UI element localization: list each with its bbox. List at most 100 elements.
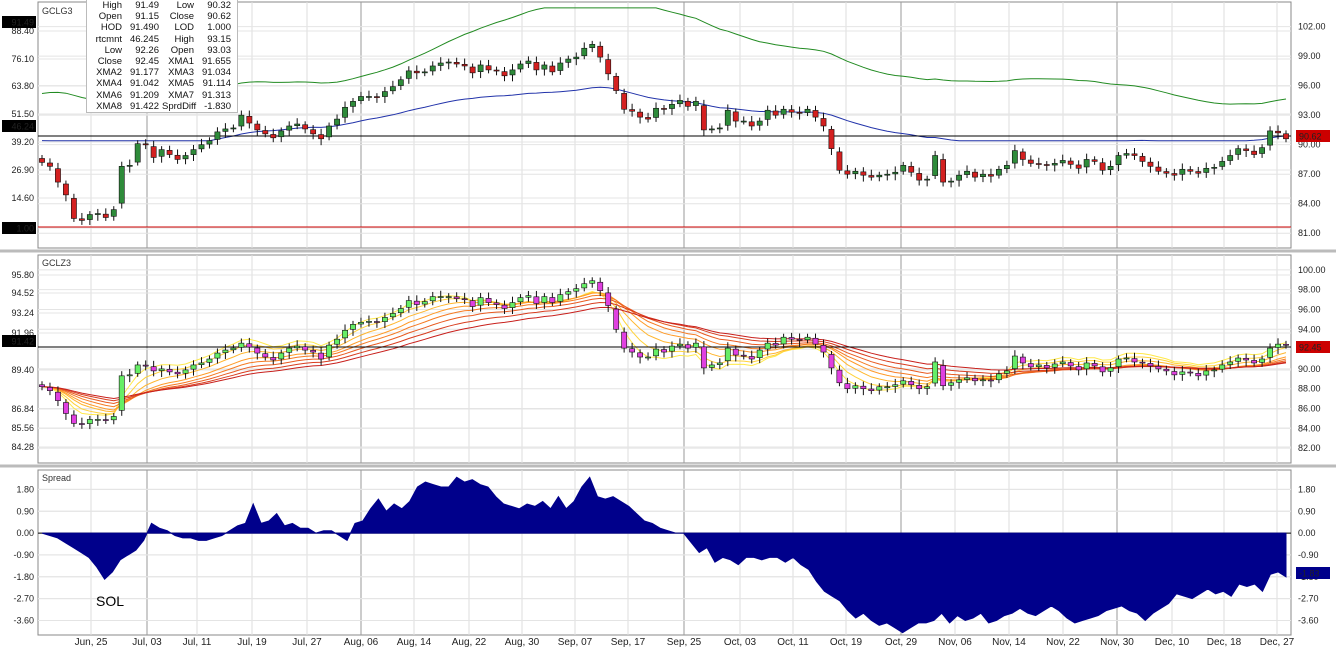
candle-body: [1147, 161, 1154, 167]
candle-body: [150, 366, 157, 372]
candle-body: [63, 402, 69, 414]
candle-body: [629, 109, 636, 112]
candle-body: [605, 292, 612, 306]
right-tick-label: 1.80: [1298, 484, 1316, 494]
candle-body: [78, 218, 85, 221]
candle-body: [764, 342, 771, 350]
badge-right-p1: 90.62: [1299, 132, 1322, 142]
candle-body: [1267, 347, 1273, 358]
candle-body: [820, 118, 827, 127]
left-tick-label: -2.70: [13, 594, 34, 604]
candle-body: [908, 381, 915, 386]
candle-body: [126, 374, 133, 377]
candle-body: [613, 308, 620, 330]
candle-body: [421, 301, 428, 305]
candle-body: [1011, 150, 1018, 164]
candle-body: [1139, 361, 1146, 364]
candle-body: [517, 297, 524, 303]
right-tick-label: -3.60: [1298, 615, 1319, 625]
candle-body: [533, 62, 540, 71]
candle-body: [1123, 153, 1130, 156]
candle-body: [1163, 368, 1170, 372]
right-tick-label: 86.00: [1298, 404, 1321, 414]
candle-body: [78, 423, 85, 425]
candle-body: [932, 155, 939, 176]
right-tick-label: 0.00: [1298, 528, 1316, 538]
candle-body: [302, 124, 309, 130]
candle-body: [118, 166, 125, 204]
candle-body: [892, 384, 899, 387]
candle-body: [302, 346, 309, 351]
x-tick-label: Aug, 22: [452, 637, 487, 648]
right-tick-label: 98.00: [1298, 285, 1321, 295]
x-tick-label: Nov, 14: [992, 637, 1026, 648]
candle-body: [996, 168, 1002, 176]
candle-body: [238, 114, 245, 127]
candle-body: [772, 343, 779, 346]
right-tick-label: -2.70: [1298, 594, 1319, 604]
candle-body: [110, 416, 117, 421]
candle-body: [756, 349, 763, 358]
candle-body: [621, 331, 628, 349]
candle-body: [493, 302, 500, 305]
candle-body: [381, 317, 388, 322]
candle-body: [39, 158, 45, 163]
candle-body: [485, 298, 492, 303]
candle-body: [916, 173, 923, 181]
candle-body: [126, 165, 133, 167]
candle-body: [55, 168, 61, 183]
spread-area: [38, 476, 1291, 634]
candle-body: [310, 350, 317, 353]
panel1-frame: [37, 1, 1292, 249]
left-tick-label: 94.52: [11, 288, 34, 298]
x-tick-label: Oct, 29: [885, 637, 918, 648]
info-value: 93.03: [207, 44, 231, 56]
candle-body: [278, 352, 285, 360]
candle-body: [270, 134, 277, 139]
x-tick-label: Sep, 07: [558, 637, 593, 648]
candle-body: [318, 352, 325, 360]
candle-body: [334, 338, 340, 345]
candle-body: [836, 369, 843, 384]
candle-body: [589, 280, 596, 284]
x-tick-label: Aug, 14: [397, 637, 432, 648]
x-tick-label: Jul, 27: [292, 637, 322, 648]
candle-body: [429, 296, 436, 302]
candle-body: [110, 209, 117, 217]
candle-body: [669, 345, 675, 352]
candle-body: [565, 291, 572, 295]
candle-body: [1075, 366, 1082, 371]
candle-body: [1235, 148, 1242, 155]
info-key: XMA2: [96, 67, 122, 79]
candle-body: [692, 101, 699, 106]
candle-body: [1219, 161, 1226, 167]
info-key: XMA3: [168, 67, 194, 79]
right-tick-label: 93.00: [1298, 110, 1321, 120]
candle-body: [1123, 357, 1130, 360]
candle-body: [740, 354, 747, 357]
badge-left-top: 91.49: [11, 18, 34, 28]
candle-body: [509, 69, 516, 76]
x-tick-label: Sep, 25: [667, 637, 702, 648]
left-tick-label: 1.80: [16, 484, 34, 494]
x-tick-label: Dec, 18: [1207, 637, 1242, 648]
candle-body: [246, 116, 253, 124]
candle-body: [342, 106, 348, 118]
candle-body: [900, 165, 907, 172]
candle-body: [142, 364, 149, 367]
candle-body: [389, 86, 396, 92]
info-value: 91.15: [135, 11, 159, 23]
candle-body: [461, 298, 468, 301]
candle-body: [445, 61, 452, 64]
info-key: High: [174, 33, 194, 45]
badge-right-p2: 92.45: [1299, 343, 1322, 353]
candle-body: [1107, 166, 1114, 170]
candle-body: [1187, 169, 1194, 172]
left-tick-label: -0.90: [13, 550, 34, 560]
info-key: Open: [98, 11, 122, 23]
candle-body: [1131, 358, 1138, 363]
info-key: XMA8: [96, 100, 122, 112]
candle-body: [198, 362, 205, 365]
info-key: Close: [169, 11, 194, 23]
panel2-title: GCLZ3: [42, 258, 71, 268]
